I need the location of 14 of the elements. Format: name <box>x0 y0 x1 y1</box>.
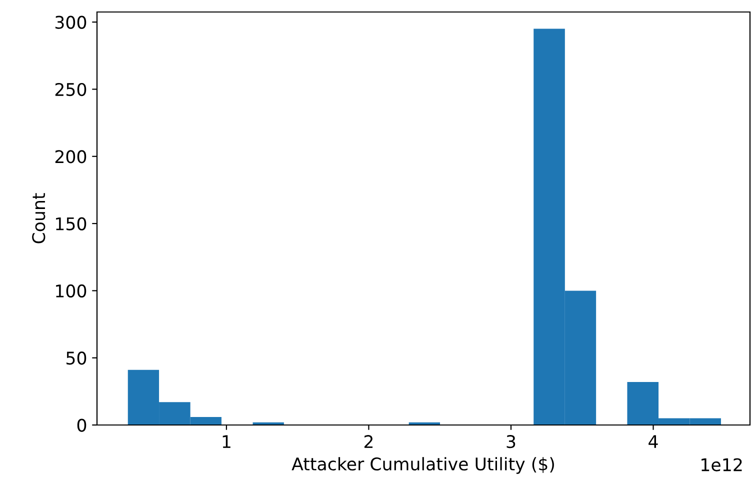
x-tick-label: 4 <box>648 435 658 448</box>
y-tick-label: 0 <box>77 418 86 432</box>
y-axis-title: Count <box>32 193 46 244</box>
x-tick-label: 1 <box>222 435 230 448</box>
y-tick-label: 250 <box>55 82 86 96</box>
y-tick-label: 100 <box>56 284 86 298</box>
y-tick-label: 300 <box>55 16 86 29</box>
y-tick-label: 150 <box>56 217 86 230</box>
y-tick-label: 50 <box>66 352 86 365</box>
y-tick-label: 200 <box>55 150 86 164</box>
x-axis-title: Attacker Cumulative Utility ($) <box>292 457 554 474</box>
x-tick-label: 3 <box>506 435 516 448</box>
text: 1e12 <box>702 458 742 472</box>
x-tick-label: 2 <box>364 435 373 448</box>
